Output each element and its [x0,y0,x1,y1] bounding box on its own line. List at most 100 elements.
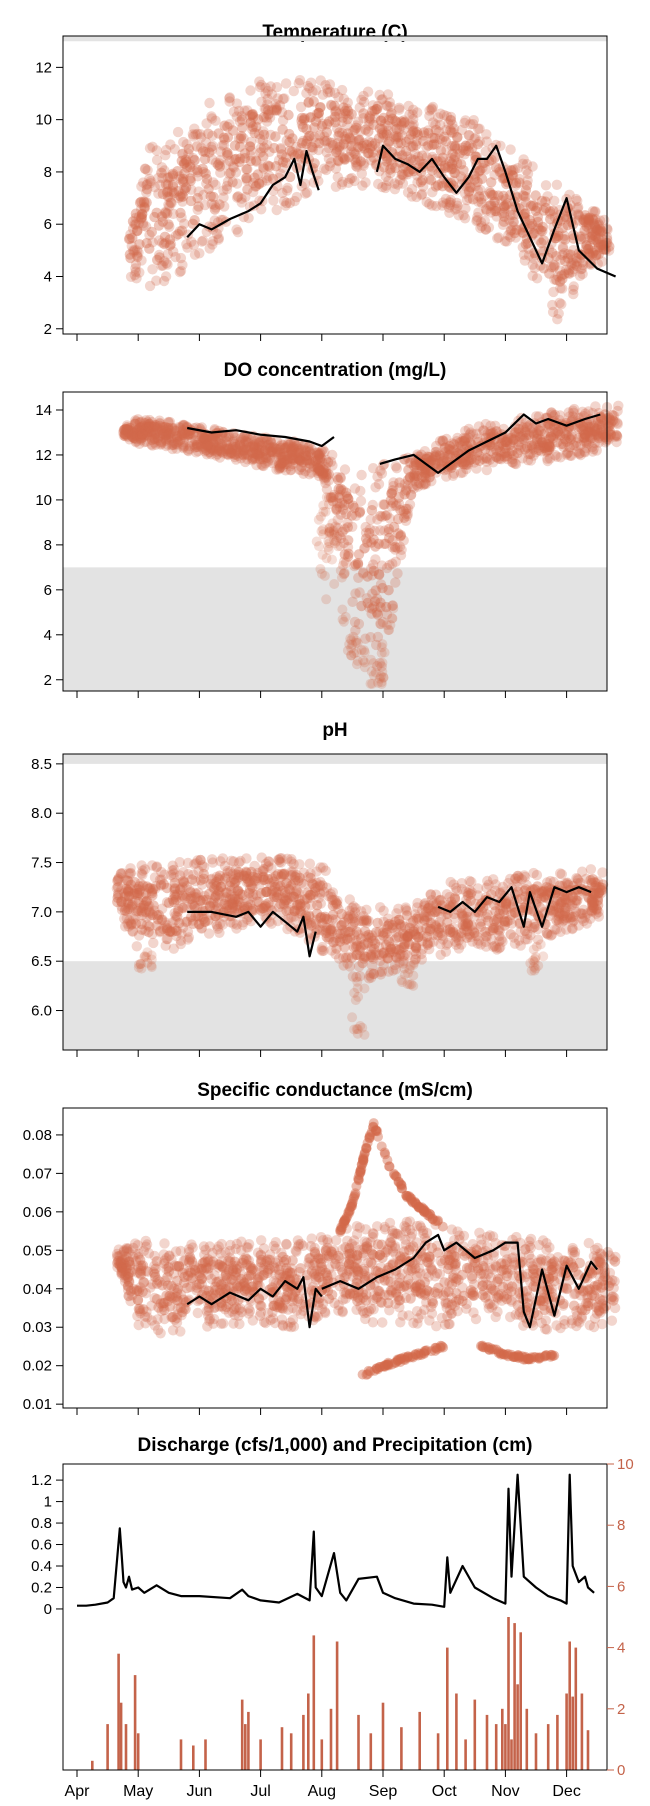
data-point [528,867,539,879]
data-point [295,101,307,113]
data-point [271,82,283,93]
data-point [386,488,398,499]
data-point [426,1308,438,1319]
data-point [224,92,235,103]
data-point [236,111,247,122]
data-point [192,171,203,182]
data-point [239,105,250,116]
data-point [421,152,432,163]
data-point [167,168,179,179]
data-point [387,965,399,976]
data-point [296,444,307,455]
data-point [557,249,568,261]
data-point [358,90,369,102]
data-point [382,153,393,164]
data-point [404,979,415,990]
data-point [592,220,603,231]
data-point [454,148,465,159]
data-point [573,211,585,222]
data-point [458,145,469,156]
data-point [195,854,206,866]
data-point [249,127,260,139]
data-point [127,223,139,234]
data-point [486,177,497,188]
data-point [376,642,387,653]
data-point [276,868,288,880]
data-point [553,308,564,319]
data-point [394,102,405,114]
data-point [481,129,492,140]
data-point [423,140,434,151]
data-point [203,888,215,900]
data-point [226,855,237,866]
data-point [486,189,497,201]
data-point [510,873,521,884]
data-point [332,144,343,155]
data-point [181,156,192,167]
data-point [200,916,211,927]
data-point [174,266,185,278]
y-tick-label: 2 [44,321,52,338]
data-point [466,920,477,931]
data-point [332,123,343,134]
data-point [207,239,218,250]
data-point [416,189,427,201]
data-point [167,170,179,181]
data-point [248,871,259,882]
data-point [456,927,467,939]
data-point [390,132,402,143]
data-point [460,145,471,157]
data-point [450,140,461,151]
data-point [426,165,438,176]
data-point [408,959,419,970]
data-point [470,181,481,192]
data-point [241,173,252,184]
data-point [374,569,385,580]
data-point [455,171,467,182]
data-point [145,178,156,189]
data-point [246,124,258,135]
data-point [451,143,463,154]
data-point [218,132,230,143]
data-point [279,450,291,462]
data-point [562,248,574,260]
data-point [277,162,288,173]
data-point [442,917,453,928]
data-point [596,239,608,250]
data-point [517,242,528,253]
data-point [278,196,290,207]
data-point [528,200,539,212]
data-point [396,169,407,180]
data-point [321,135,332,146]
data-point [322,87,333,98]
data-point [264,146,275,157]
data-point [130,212,141,223]
data-point [437,152,449,163]
data-point [130,918,141,929]
data-point [465,119,476,130]
data-point [137,218,149,229]
data-point [514,173,525,185]
data-point [489,196,500,208]
data-point [382,100,393,112]
data-point [567,266,578,278]
data-point [391,117,402,128]
data-point [236,193,247,204]
data-point [173,192,184,204]
data-point [368,152,379,163]
data-point [535,939,546,950]
data-point [173,229,184,240]
data-point [185,175,196,186]
data-point [245,85,256,96]
data-point [568,284,579,295]
y-tick-label: 8 [44,537,52,554]
data-point [418,127,430,138]
data-point [319,570,330,581]
data-point [279,93,290,104]
data-point [327,894,338,906]
data-point [162,248,174,260]
data-point [286,146,298,157]
data-point [498,190,509,202]
data-point [472,176,483,188]
data-point [387,497,399,508]
